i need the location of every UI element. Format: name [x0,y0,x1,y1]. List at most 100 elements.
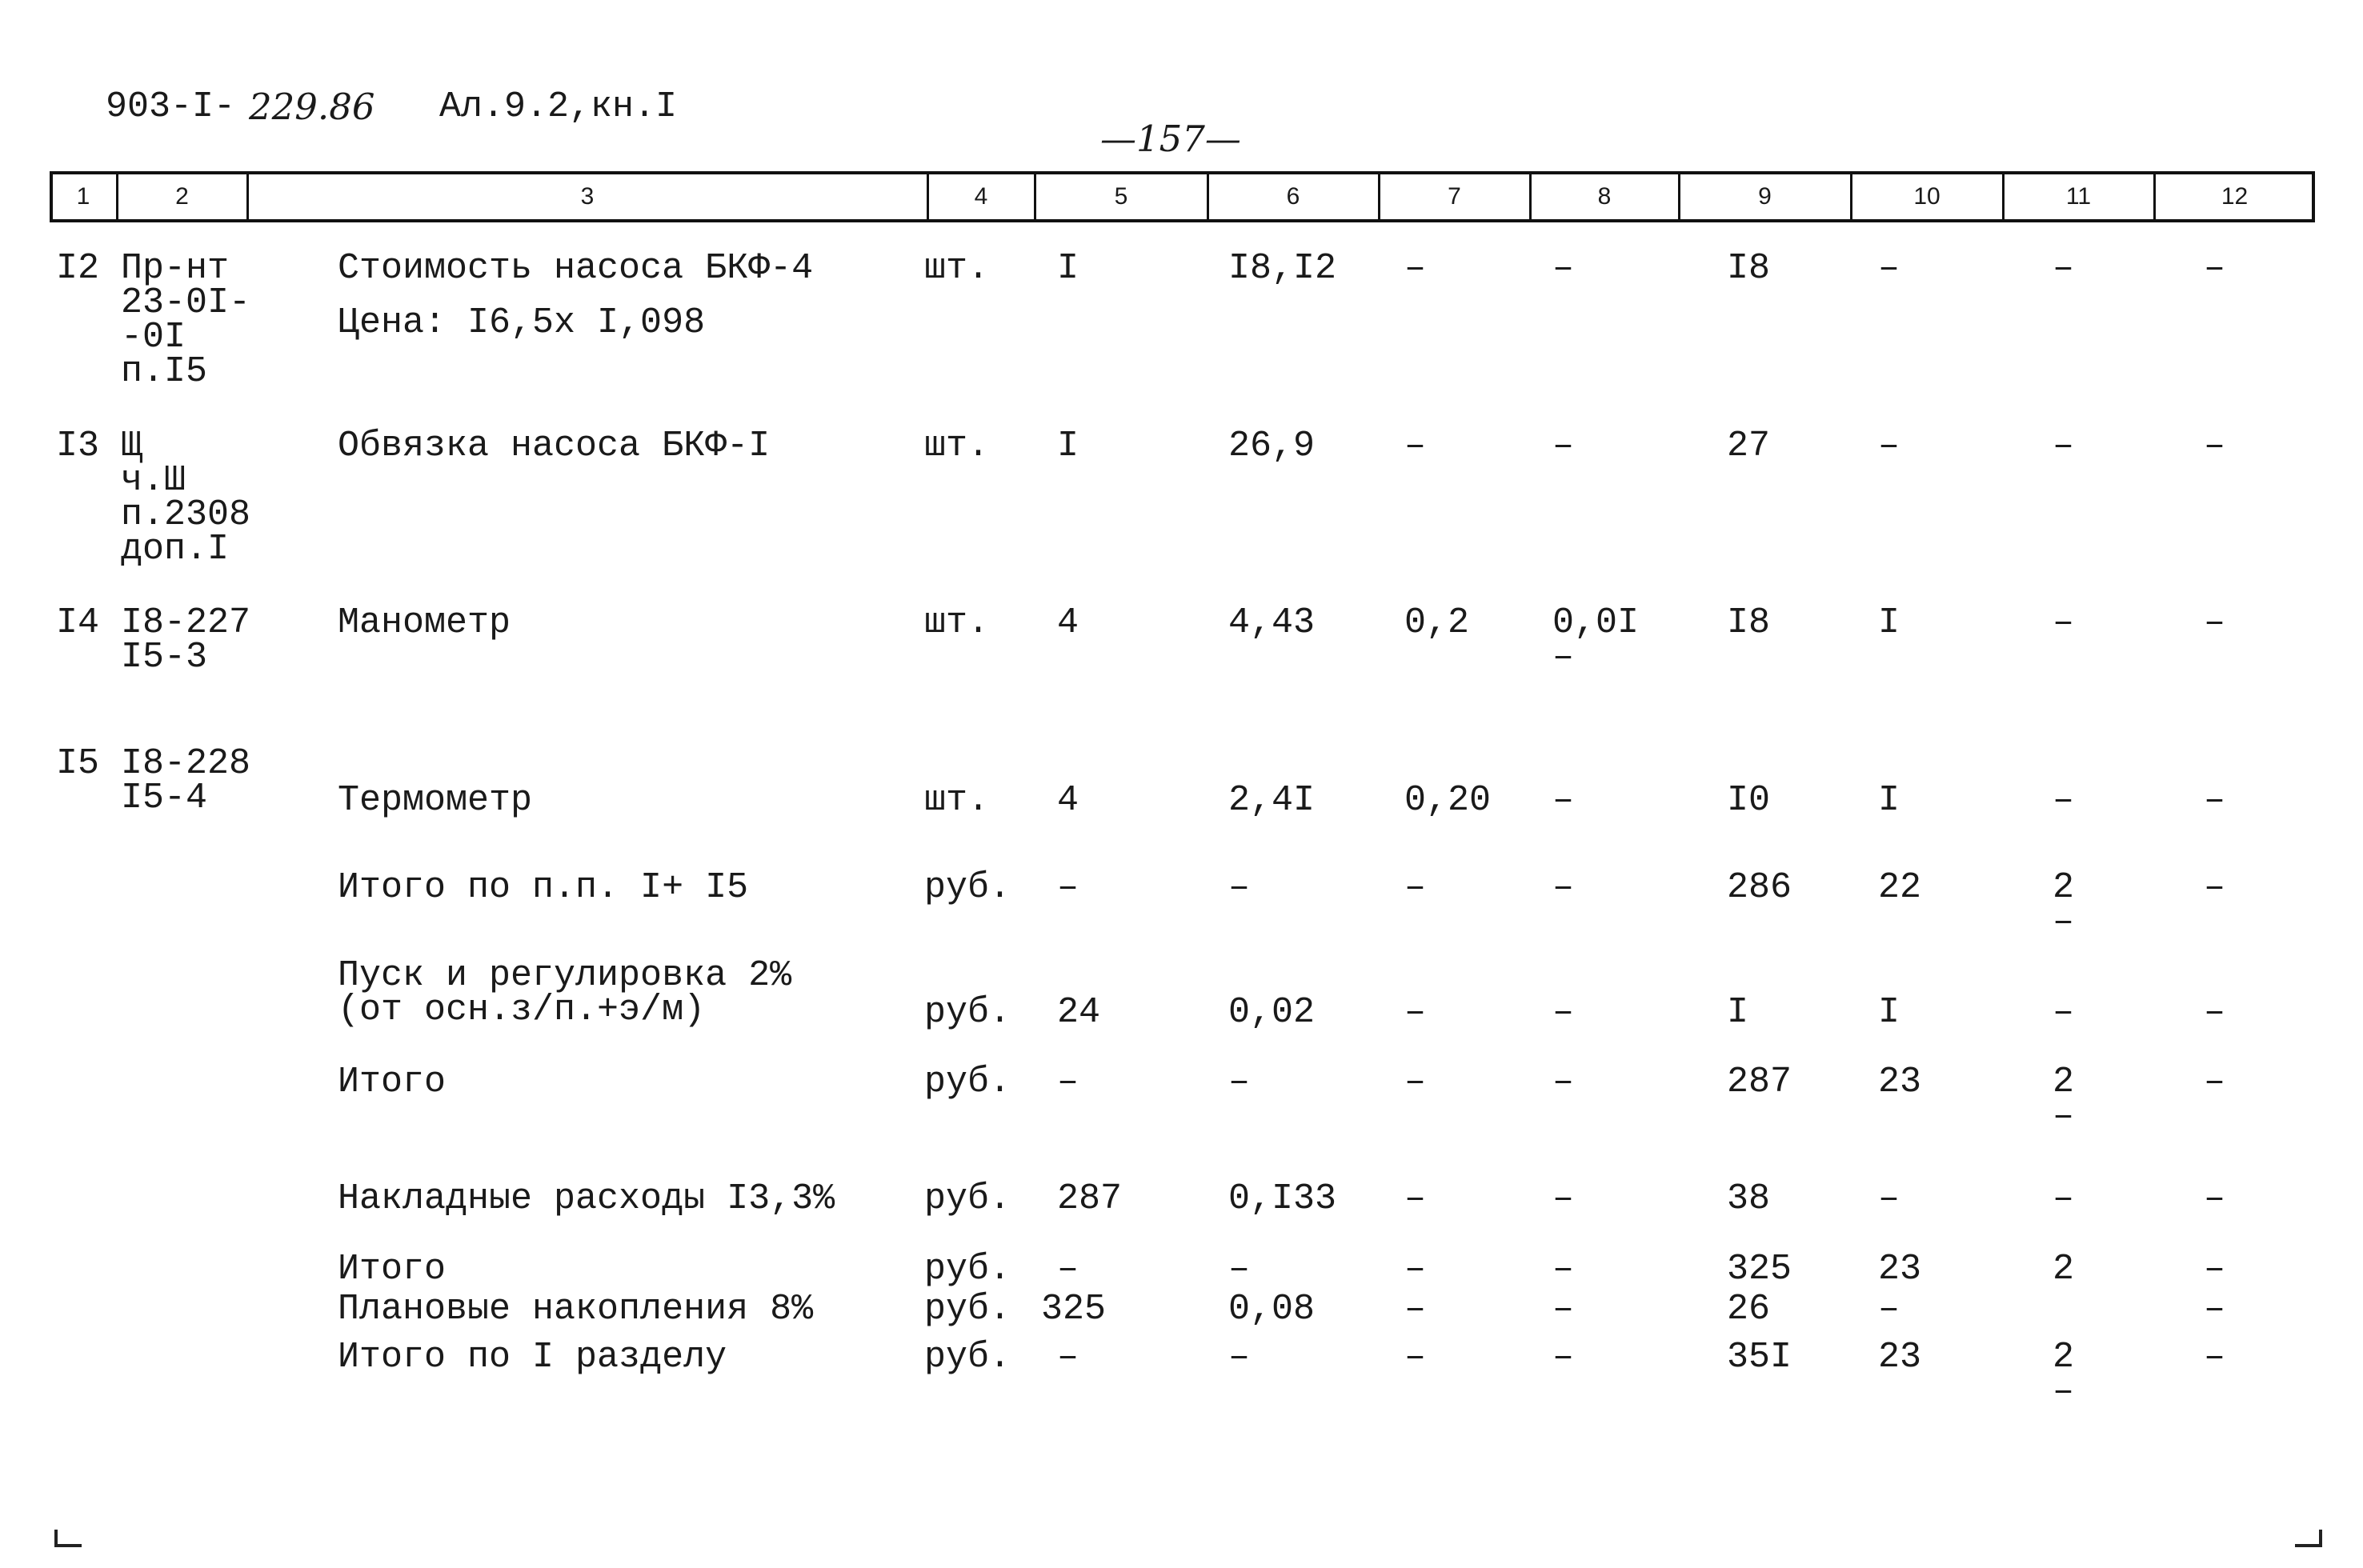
table-cell: – [1552,1337,1575,1378]
table-cell: – [1552,992,1575,1033]
doc-code: 903-I- [106,86,236,127]
table-cell: – [2204,1178,2226,1219]
column-number: 9 [1758,183,1772,210]
table-cell: Термометр [338,780,533,821]
table-cell: 23 [1878,1249,1922,1290]
table-cell: 0,2 [1404,602,1470,643]
table-cell: 24 [1057,992,1101,1033]
album-ref: Ал.9.2,кн.I [439,86,678,127]
table-cell: – [1228,1337,1251,1378]
table-cell: – [2204,1249,2226,1290]
table-cell: 22 [1878,867,1922,908]
table-cell: 35I [1727,1337,1792,1378]
table-cell: – [1404,1178,1427,1219]
table-cell: – [1404,1289,1427,1330]
column-number: 6 [1286,183,1300,210]
table-cell: I8-228 I5-4 [121,743,251,818]
table-cell: 2 – [2053,1337,2075,1412]
table-cell: I [1727,992,1749,1033]
table-cell: 0,02 [1228,992,1316,1033]
table-cell: I3 [56,426,100,466]
table-cell: – [2204,602,2226,643]
column-divider [2002,171,2005,222]
table-cell: I8,I2 [1228,248,1337,289]
table-cell: руб. [924,1289,1011,1330]
table-cell: Обвязка насоса БКФ-I [338,426,771,466]
table-cell: руб. [924,1178,1011,1219]
table-cell: – [2204,426,2226,466]
table-cell: – [1404,992,1427,1033]
table-cell: – [2053,602,2075,643]
table-cell: – [2204,248,2226,289]
table-cell: I8 [1727,248,1771,289]
table-cell: – [1404,1062,1427,1102]
table-cell: – [2053,780,2075,821]
table-cell: руб. [924,1337,1011,1378]
column-divider [1678,171,1680,222]
table-cell: – [2204,780,2226,821]
table-cell: 287 [1727,1062,1792,1102]
table-cell: шт. [924,780,990,821]
table-cell: – [2053,992,2075,1033]
table-cell: руб. [924,1249,1011,1290]
table-cell: – [2053,1178,2075,1219]
table-cell: – [1057,867,1079,908]
column-divider [1378,171,1380,222]
table-cell: Итого по п.п. I+ I5 [338,867,749,908]
table-cell: Пуск и регулировка 2% (от осн.з/п.+э/м) [338,955,792,1030]
table-cell: 2 [2053,1249,2075,1290]
column-number: 5 [1114,183,1128,210]
column-number: 4 [974,183,988,210]
table-cell: – [1404,248,1427,289]
column-number: 1 [76,183,90,210]
column-number: 10 [1913,183,1940,210]
table-cell: Накладные расходы I3,3% [338,1178,835,1219]
table-cell: 4 [1057,602,1079,643]
table-cell: – [2204,1062,2226,1102]
column-divider [1207,171,1209,222]
table-cell: 286 [1727,867,1792,908]
corner-mark [54,1530,58,1546]
table-cell: – [1552,1249,1575,1290]
column-divider [1850,171,1852,222]
table-cell: I0 [1727,780,1771,821]
table-cell: – [2204,867,2226,908]
table-cell: – [1057,1337,1079,1378]
table-cell: 23 [1878,1337,1922,1378]
table-cell: – [1228,1249,1251,1290]
table-cell: шт. [924,602,990,643]
table-cell: I [1057,248,1079,289]
table-cell: 325 [1727,1249,1792,1290]
column-divider [2153,171,2156,222]
table-cell: – [2204,1337,2226,1378]
table-cell: 38 [1727,1178,1771,1219]
table-cell: I5 [56,743,100,784]
column-divider [116,171,118,222]
table-cell: 23 [1878,1062,1922,1102]
table-cell: Итого [338,1249,447,1290]
table-cell: 2 – [2053,867,2075,942]
table-cell: 0,I33 [1228,1178,1337,1219]
table-cell: 2,4I [1228,780,1316,821]
table-cell: – [1552,248,1575,289]
table-cell: 287 [1057,1178,1123,1219]
table-cell: – [2053,248,2075,289]
doc-code-handwritten: 229.86 [249,86,375,128]
table-cell: – [1404,867,1427,908]
table-cell: Итого [338,1062,447,1102]
column-number: 3 [580,183,595,210]
corner-mark [54,1544,82,1547]
table-cell: 26,9 [1228,426,1316,466]
table-cell: – [1552,867,1575,908]
column-divider [246,171,249,222]
table-cell: I [1878,780,1900,821]
table-cell: – [1404,1337,1427,1378]
table-cell: – [1404,1249,1427,1290]
table-cell: – [1552,780,1575,821]
table-cell: 0,20 [1404,780,1492,821]
table-cell: – [1878,248,1900,289]
table-cell: – [1228,1062,1251,1102]
column-divider [1529,171,1532,222]
column-number: 8 [1597,183,1612,210]
